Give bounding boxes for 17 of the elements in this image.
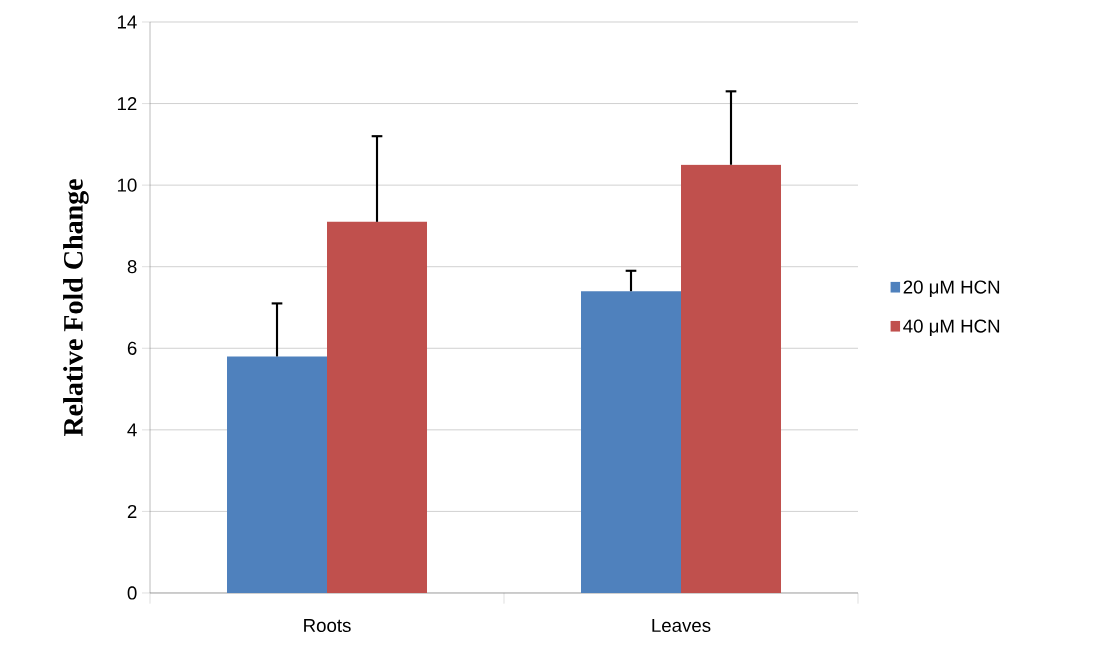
y-tick-label: 8 — [127, 260, 137, 274]
legend-label: 40 μM HCN — [903, 319, 1000, 337]
x-tick-label: Roots — [304, 619, 351, 633]
y-tick-label: 14 — [117, 15, 137, 29]
x-tick-label: Leaves — [652, 619, 711, 633]
bar — [227, 356, 328, 593]
y-tick-label: 0 — [127, 586, 137, 600]
bar — [681, 164, 781, 593]
bar — [327, 221, 428, 593]
y-tick-label: 4 — [127, 423, 137, 437]
y-tick-label: 10 — [117, 178, 137, 192]
y-axis-title: Relative Fold Change — [63, 179, 89, 437]
legend-label: 20 μM HCN — [903, 280, 1000, 298]
bar — [581, 291, 681, 593]
y-tick-label: 6 — [127, 341, 137, 355]
y-tick-label: 12 — [117, 97, 137, 111]
y-tick-label: 2 — [127, 504, 137, 518]
